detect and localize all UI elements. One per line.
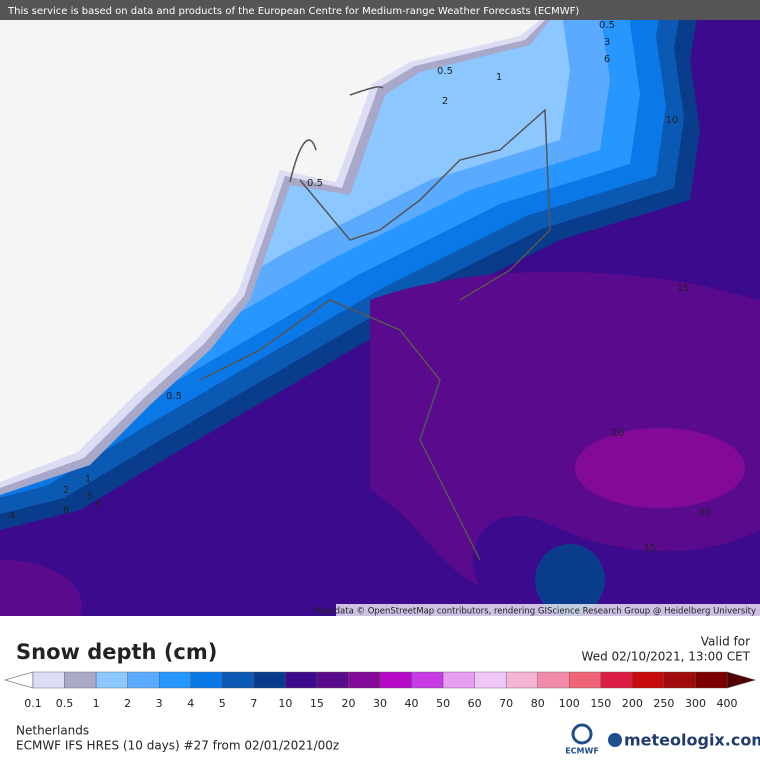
border <box>289 86 384 183</box>
banner: This service is based on data and produc… <box>7 6 579 17</box>
contour-label: 2 <box>63 485 69 496</box>
contour-label: 4 <box>9 511 15 522</box>
colorbar-label: 0.5 <box>56 697 74 710</box>
colorbar-label: 40 <box>405 697 419 710</box>
colorbar-box <box>348 671 381 689</box>
contour-label: 1 <box>496 72 502 83</box>
colorbar-box <box>569 671 602 689</box>
contour-label: 20 <box>612 428 625 439</box>
contour-label: 0.5 <box>599 20 615 31</box>
contour-label: 0.5 <box>437 66 453 77</box>
contour-label: 6 <box>63 505 69 516</box>
band <box>0 560 82 616</box>
contour-label: 0.5 <box>166 391 182 402</box>
sea <box>0 20 540 482</box>
colorbar-over <box>726 671 757 689</box>
colorbar-box <box>95 671 128 689</box>
contour-label: 3 <box>86 491 92 502</box>
border <box>299 108 551 301</box>
colorbar-label: 3 <box>156 697 163 710</box>
colorbar-box <box>127 671 160 689</box>
colorbar-label: 150 <box>590 697 611 710</box>
legend-title: Snow depth (cm) <box>16 640 217 664</box>
colorbar-label: 0.1 <box>24 697 42 710</box>
colorbar-label: 2 <box>124 697 131 710</box>
colorbar-label: 250 <box>653 697 674 710</box>
colorbar-box <box>253 671 286 689</box>
colorbar-label: 100 <box>559 697 580 710</box>
band <box>575 428 745 508</box>
contour-label: 20 <box>699 507 712 518</box>
colorbar-under <box>3 671 34 689</box>
colorbar-label: 15 <box>310 697 324 710</box>
colorbar-box <box>600 671 633 689</box>
contour-label: 15 <box>644 543 657 554</box>
model-run: ECMWF IFS HRES (10 days) #27 from 02/01/… <box>16 739 339 753</box>
brand-icon <box>608 733 622 747</box>
contour-label: 1 <box>85 474 91 485</box>
contour-label: 15 <box>677 283 690 294</box>
colorbar-label: 50 <box>436 697 450 710</box>
contour-label: 10 <box>666 115 679 126</box>
band <box>535 544 605 616</box>
contour-label: 0.5 <box>307 178 323 189</box>
colorbar-box <box>222 671 255 689</box>
ecmwf-logo: ECMWF <box>565 747 599 756</box>
colorbar-box <box>442 671 475 689</box>
colorbar-label: 20 <box>341 697 355 710</box>
colorbar-label: 1 <box>93 697 100 710</box>
brand: meteologix.com <box>624 731 760 750</box>
colorbar-label: 4 <box>187 697 194 710</box>
colorbar-label: 300 <box>685 697 706 710</box>
colorbar-box <box>379 671 412 689</box>
colorbar-label: 10 <box>278 697 292 710</box>
colorbar-box <box>158 671 191 689</box>
colorbar-box <box>663 671 696 689</box>
valid-time: Wed 02/10/2021, 13:00 CET <box>582 650 751 664</box>
colorbar-label: 60 <box>468 697 482 710</box>
colorbar-box <box>32 671 65 689</box>
colorbar-label: 70 <box>499 697 513 710</box>
colorbar-box <box>64 671 97 689</box>
contour-label: 2 <box>442 96 448 107</box>
contour-label: 5 <box>95 500 101 511</box>
contour-label: 6 <box>604 54 610 65</box>
colorbar-box <box>474 671 507 689</box>
snow-bands <box>0 0 760 616</box>
colorbar-box <box>285 671 318 689</box>
colorbar: 0.1 0.5 1 2 3 4 5 7 10 15 20 30 40 50 60 70 80 100 150 200 2… <box>3 671 757 710</box>
colorbar-label: 7 <box>250 697 257 710</box>
border <box>199 299 481 561</box>
attribution: Map data © OpenStreetMap contributors, r… <box>314 607 756 617</box>
colorbar-label: 400 <box>717 697 738 710</box>
colorbar-box <box>695 671 728 689</box>
colorbar-label: 5 <box>219 697 226 710</box>
colorbar-box <box>632 671 665 689</box>
colorbar-box <box>411 671 444 689</box>
colorbar-label: 80 <box>531 697 545 710</box>
contour-label: 3 <box>604 37 610 48</box>
borders <box>199 86 551 561</box>
colorbar-box <box>190 671 223 689</box>
banner-bg <box>0 0 760 20</box>
attribution-bg <box>336 604 760 616</box>
colorbar-box <box>316 671 349 689</box>
colorbar-label: 30 <box>373 697 387 710</box>
colorbar-box <box>537 671 570 689</box>
region: Netherlands <box>16 724 89 738</box>
colorbar-box <box>505 671 538 689</box>
colorbar-label: 200 <box>622 697 643 710</box>
ecmwf-icon <box>571 723 593 745</box>
valid-label: Valid for <box>701 635 750 649</box>
